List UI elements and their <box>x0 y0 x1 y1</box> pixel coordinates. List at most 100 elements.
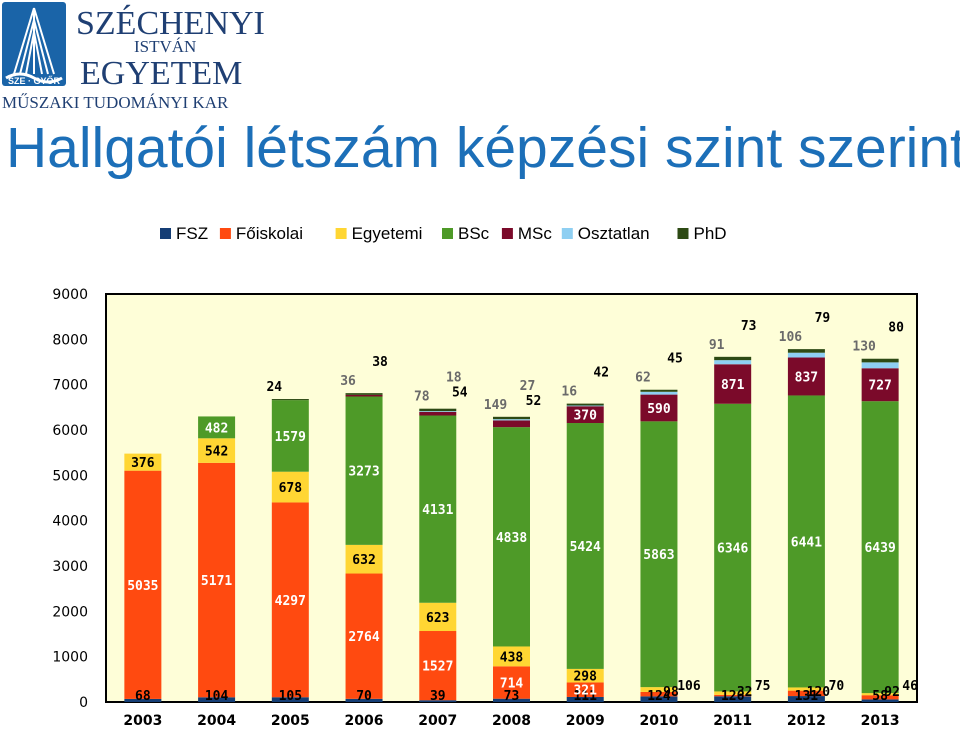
data-label-egyetemi-2003: 376 <box>131 456 155 471</box>
bar-fsz-2005 <box>271 697 309 702</box>
bar-phd-2013 <box>861 358 899 363</box>
data-label-fsz-2011: 126 <box>721 689 745 704</box>
logo-line-2: ISTVÁN <box>134 37 196 56</box>
data-label-főiskolai-2010: 98 <box>663 685 679 700</box>
legend-label-4: MSc <box>518 224 553 243</box>
legend-label-3: BSc <box>458 224 490 243</box>
bar-phd-2005 <box>271 399 309 401</box>
bar-egyetemi-2013 <box>861 693 899 696</box>
logo-badge: SZE · GYŐR <box>8 75 61 86</box>
x-tick-label-2006: 2006 <box>345 713 384 729</box>
legend-swatch-6 <box>677 228 689 239</box>
data-label-phd-2011: 73 <box>741 319 757 334</box>
data-label-osztatlan-2012: 106 <box>779 330 803 345</box>
bar-fsz-2011 <box>714 696 752 702</box>
y-tick-label-1000: 1000 <box>52 650 88 666</box>
logo-line-1: SZÉCHENYI <box>76 5 265 42</box>
data-label-főiskolai-2003: 5035 <box>127 579 158 594</box>
bar-egyetemi-2010 <box>640 687 678 692</box>
data-label-msc-2007: 78 <box>414 390 430 405</box>
data-label-főiskolai-2007: 1527 <box>422 660 453 675</box>
bar-bsc-2011 <box>714 403 752 692</box>
bar-főiskolai-2013 <box>861 695 899 700</box>
data-label-egyetemi-2005: 678 <box>279 481 303 496</box>
legend-swatch-2 <box>335 228 347 239</box>
bar-osztatlan-2010 <box>640 391 678 395</box>
bar-fsz-2012 <box>787 696 825 702</box>
data-label-phd-2013: 80 <box>888 321 904 336</box>
legend-label-2: Egyetemi <box>352 224 423 243</box>
legend-swatch-0 <box>160 228 171 239</box>
bar-főiskolai-2005 <box>271 502 309 698</box>
data-label-főiskolai-2013: 92 <box>884 685 900 700</box>
x-tick-label-2005: 2005 <box>271 713 310 729</box>
data-label-bsc-2009: 5424 <box>570 540 601 555</box>
legend-swatch-4 <box>501 228 513 239</box>
bar-egyetemi-2004 <box>198 438 236 463</box>
data-label-phd-2005: 24 <box>266 380 282 395</box>
bar-egyetemi-2003 <box>124 453 162 471</box>
bar-főiskolai-2007 <box>419 631 457 701</box>
legend-swatch-3 <box>442 228 453 239</box>
data-label-főiskolai-2004: 5171 <box>201 574 232 589</box>
bar-msc-2007 <box>419 411 457 416</box>
data-label-egyetemi-2011: 75 <box>755 679 771 694</box>
data-label-főiskolai-2006: 2764 <box>348 630 379 645</box>
x-tick-label-2008: 2008 <box>492 713 531 729</box>
data-label-osztatlan-2011: 91 <box>709 338 725 353</box>
bar-egyetemi-2011 <box>714 691 752 695</box>
data-label-osztatlan-2013: 130 <box>852 340 876 355</box>
data-label-fsz-2009: 111 <box>573 689 597 704</box>
logo-subtitle: MŰSZAKI TUDOMÁNYI KAR <box>2 93 229 112</box>
data-label-egyetemi-2010: 106 <box>677 679 701 694</box>
data-label-bsc-2013: 6439 <box>864 541 895 556</box>
data-label-msc-2008: 149 <box>484 398 507 413</box>
bar-bsc-2010 <box>640 421 678 688</box>
bar-phd-2012 <box>787 349 825 353</box>
bar-főiskolai-2008 <box>493 666 530 699</box>
bar-fsz-2008 <box>493 698 530 702</box>
x-tick-label-2011: 2011 <box>713 713 752 729</box>
bar-fsz-2004 <box>198 697 236 702</box>
x-tick-label-2013: 2013 <box>861 713 900 729</box>
y-tick-label-7000: 7000 <box>52 378 88 394</box>
bar-főiskolai-2012 <box>787 690 825 697</box>
bar-fsz-2007 <box>419 700 457 702</box>
bar-bsc-2005 <box>271 400 309 472</box>
data-label-msc-2013: 727 <box>868 379 891 394</box>
bar-bsc-2013 <box>861 401 899 694</box>
bridge-icon <box>13 7 55 75</box>
data-label-phd-2009: 42 <box>593 366 609 381</box>
bar-főiskolai-2003 <box>124 470 162 699</box>
bar-msc-2006 <box>345 394 383 397</box>
bar-egyetemi-2006 <box>345 544 383 574</box>
data-label-egyetemi-2009: 298 <box>573 670 597 685</box>
data-label-egyetemi-2007: 623 <box>426 611 449 626</box>
data-label-osztatlan-2007: 18 <box>446 371 462 386</box>
legend-label-6: PhD <box>694 224 727 243</box>
data-label-bsc-2005: 1579 <box>275 430 306 445</box>
legend-label-0: FSZ <box>176 224 208 243</box>
legend-swatch-1 <box>219 228 231 239</box>
university-logo: SZE · GYŐR SZÉCHENYI ISTVÁN EGYETEM MŰSZ… <box>2 2 265 112</box>
data-label-osztatlan-2008: 27 <box>520 379 536 394</box>
y-tick-label-4000: 4000 <box>52 514 88 530</box>
bar-egyetemi-2007 <box>419 602 457 632</box>
bar-egyetemi-2009 <box>566 668 604 683</box>
data-label-bsc-2007: 4131 <box>422 503 453 518</box>
bar-fsz-2013 <box>861 699 899 702</box>
data-label-msc-2006: 36 <box>340 374 356 389</box>
data-label-fsz-2010: 124 <box>647 689 671 704</box>
data-label-osztatlan-2009: 16 <box>561 385 577 400</box>
data-label-egyetemi-2006: 632 <box>352 553 375 568</box>
data-label-fsz-2013: 58 <box>872 689 888 704</box>
y-tick-label-9000: 9000 <box>52 287 88 303</box>
data-label-bsc-2004: 482 <box>205 421 228 436</box>
data-label-osztatlan-2010: 62 <box>635 371 651 386</box>
bar-phd-2006 <box>345 393 383 395</box>
x-tick-label-2012: 2012 <box>787 713 826 729</box>
data-label-egyetemi-2004: 542 <box>205 445 228 460</box>
bar-phd-2010 <box>640 389 678 392</box>
x-tick-label-2010: 2010 <box>639 713 678 729</box>
data-label-phd-2012: 79 <box>815 311 831 326</box>
